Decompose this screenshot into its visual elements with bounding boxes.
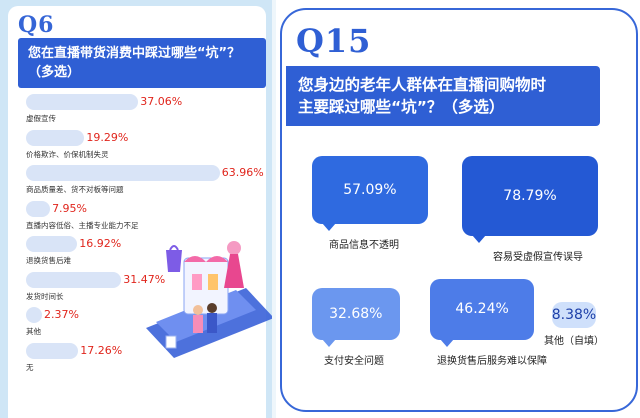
shopping-illustration — [146, 241, 272, 358]
q6-label: Q6 — [18, 12, 55, 38]
q15-bubble-value: 46.24% — [455, 301, 509, 318]
q6-bar — [26, 129, 85, 146]
q15-bubble-value: 78.79% — [503, 188, 557, 204]
q6-bar-category: 虚假宣传 — [26, 114, 56, 123]
q6-bar — [26, 200, 51, 217]
q6-bar-category: 无 — [26, 362, 34, 372]
q6-bar — [26, 271, 122, 288]
q6-bar-value: 31.47% — [123, 272, 166, 286]
q15-bubble-value: 32.68% — [329, 306, 383, 323]
q6-bar-value: 2.37% — [44, 308, 79, 321]
q6-bar-category: 发货时间长 — [26, 291, 64, 301]
q6-bar-value: 37.06% — [140, 95, 183, 108]
q6-bar-category: 直播内容低俗、主播专业能力不足 — [26, 220, 139, 230]
q15-bubble: 57.09% — [312, 155, 428, 232]
q6-panel: Q6 您在直播带货消费中踩过哪些“坑”？（多选） 37.06% 虚假宣传 19.29… — [0, 0, 272, 418]
q15-bubble: 46.24% — [430, 278, 535, 348]
q15-bubble-category: 退换货售后服务难以保障 — [437, 356, 547, 367]
q15-title: 您身边的老年人群体在直播间购物时 主要踩过哪些“坑”？（多选） — [286, 66, 600, 126]
q6-bar-category: 价格欺诈、价保机制失灵 — [26, 149, 109, 159]
q6-bar-category: 退换货售后难 — [26, 256, 71, 265]
q6-bar-value: 17.26% — [80, 343, 123, 357]
q15-label: Q15 — [296, 22, 372, 60]
q6-card: Q6 您在直播带货消费中踩过哪些“坑”？（多选） 37.06% 虚假宣传 19.29… — [8, 6, 272, 418]
q15-bubble: 78.79% — [462, 156, 598, 243]
q15-bubble: 8.38% — [551, 301, 597, 328]
q6-title: 您在直播带货消费中踩过哪些“坑”？（多选） — [18, 38, 266, 88]
q15-bubble-value: 8.38% — [551, 306, 597, 323]
q15-title-line1: 您身边的老年人群体在直播间购物时 — [298, 76, 547, 94]
q15-bubble-value: 57.09% — [343, 181, 397, 198]
q6-bar — [26, 94, 139, 110]
q15-bubble-category: 商品信息不透明 — [329, 240, 399, 251]
q15-bubble: 32.68% — [312, 288, 400, 347]
q6-bar-value: 19.29% — [86, 130, 129, 144]
q6-bar-value: 7.95% — [52, 201, 88, 215]
q6-bar — [26, 307, 42, 323]
q15-title-line2: 主要踩过哪些“坑”？（多选） — [298, 98, 505, 116]
q6-bar-value: 16.92% — [79, 237, 122, 250]
q6-bar-value: 63.96% — [221, 166, 264, 179]
q6-bar — [26, 342, 79, 359]
q15-frame: Q15 您身边的老年人群体在直播间购物时 主要踩过哪些“坑”？（多选） 57.0… — [280, 8, 638, 412]
q15-panel: Q15 您身边的老年人群体在直播间购物时 主要踩过哪些“坑”？（多选） 57.0… — [276, 0, 640, 418]
q15-bubble-category: 容易受虚假宣传误导 — [493, 252, 583, 263]
q6-bar — [26, 165, 220, 181]
q6-bar-category: 商品质量差、货不对板等问题 — [26, 185, 124, 194]
q6-bar — [26, 236, 78, 252]
q6-bar-category: 其他 — [26, 327, 41, 336]
q15-bubble-category: 其他（自填） — [544, 336, 604, 347]
q15-bubble-category: 支付安全问题 — [324, 356, 384, 367]
